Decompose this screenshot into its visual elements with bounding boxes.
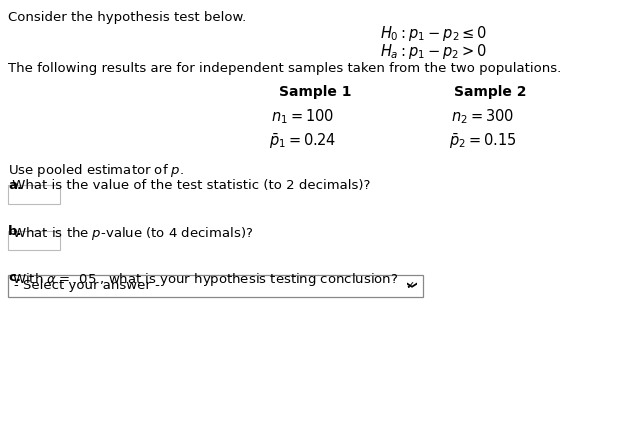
Text: $n_1 = 100$: $n_1 = 100$: [271, 107, 334, 126]
Text: Sample 2: Sample 2: [454, 85, 527, 99]
Text: - Select your answer -: - Select your answer -: [14, 280, 160, 292]
Text: b.: b.: [8, 225, 23, 238]
Text: Sample 1: Sample 1: [279, 85, 351, 99]
Text: Consider the hypothesis test below.: Consider the hypothesis test below.: [8, 11, 246, 24]
Text: a.: a.: [8, 179, 22, 192]
Text: ✓: ✓: [405, 281, 415, 291]
Text: The following results are for independent samples taken from the two populations: The following results are for independen…: [8, 62, 561, 75]
Text: With $\alpha = .05$ , what is your hypothesis testing conclusion?: With $\alpha = .05$ , what is your hypot…: [8, 271, 398, 288]
Text: What is the value of the test statistic (to 2 decimals)?: What is the value of the test statistic …: [8, 179, 370, 192]
Text: $\bar{p}_1 = 0.24$: $\bar{p}_1 = 0.24$: [269, 132, 337, 151]
FancyBboxPatch shape: [8, 231, 60, 250]
Text: c.: c.: [8, 271, 21, 284]
Text: Use pooled estimator of $p$.: Use pooled estimator of $p$.: [8, 162, 184, 179]
Text: $n_2 = 300$: $n_2 = 300$: [451, 107, 515, 126]
Text: $H_0 : p_1 - p_2 \leq 0$: $H_0 : p_1 - p_2 \leq 0$: [380, 24, 488, 43]
Text: ❯: ❯: [405, 281, 415, 289]
FancyBboxPatch shape: [8, 275, 423, 297]
FancyBboxPatch shape: [8, 185, 60, 204]
Text: $\bar{p}_2 = 0.15$: $\bar{p}_2 = 0.15$: [449, 132, 517, 151]
Text: $H_a : p_1 - p_2 > 0$: $H_a : p_1 - p_2 > 0$: [380, 42, 487, 61]
Text: What is the $p$-value (to 4 decimals)?: What is the $p$-value (to 4 decimals)?: [8, 225, 253, 242]
